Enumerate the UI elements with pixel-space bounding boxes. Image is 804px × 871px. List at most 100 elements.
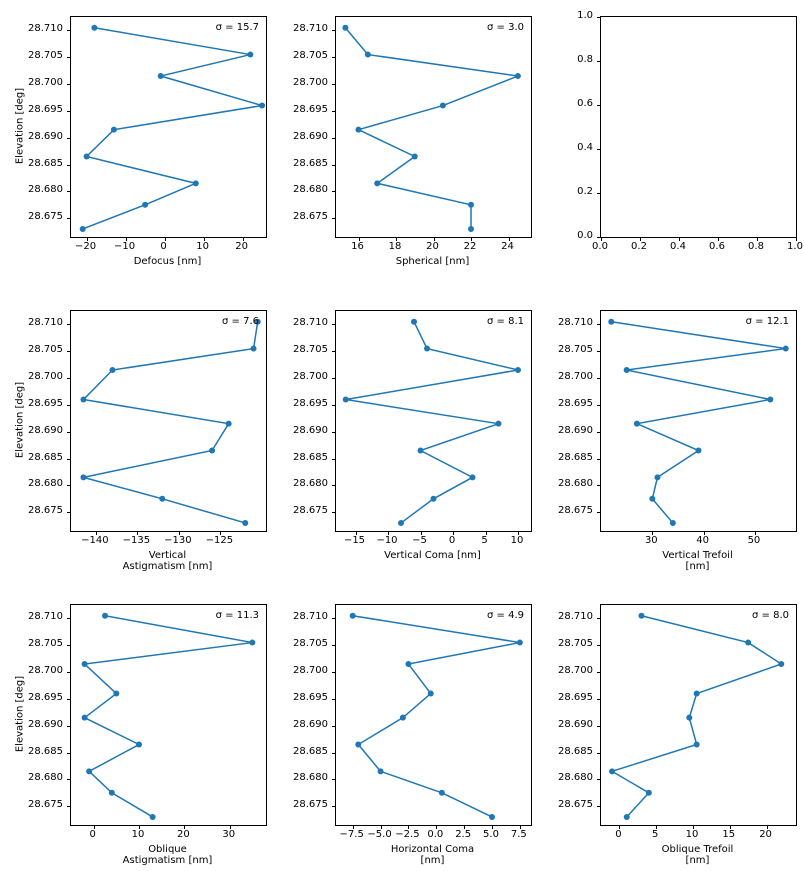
data-point	[102, 613, 108, 619]
data-point	[468, 226, 474, 232]
x-tick-label: −15	[344, 536, 365, 546]
y-tick-label: 28.680	[558, 773, 593, 783]
data-point	[136, 742, 142, 748]
y-tick-label: 28.710	[28, 318, 63, 328]
y-tick-label: 28.695	[558, 693, 593, 703]
y-tick-label: 28.675	[28, 506, 63, 516]
plot-area	[70, 310, 267, 532]
sigma-label: σ = 4.9	[487, 610, 524, 621]
y-tick-label: 28.705	[28, 51, 63, 61]
data-point	[646, 790, 652, 796]
data-point	[515, 73, 521, 79]
y-tick-label: 28.690	[558, 720, 593, 730]
y-tick-label: 28.700	[28, 372, 63, 382]
data-point	[634, 421, 640, 427]
x-tick-label: 10	[511, 536, 524, 546]
y-tick-label: 0.2	[577, 187, 593, 197]
x-tick-label: 10	[686, 830, 699, 840]
y-tick-label: 28.675	[293, 800, 328, 810]
data-series	[336, 311, 531, 531]
data-point	[113, 691, 119, 697]
y-tick-label: 28.695	[293, 693, 328, 703]
x-tick-label: 10	[132, 830, 145, 840]
data-point	[342, 25, 348, 31]
data-point	[745, 640, 751, 646]
y-tick-label: 28.685	[28, 747, 63, 757]
plot-area	[600, 16, 797, 238]
y-tick-label: 28.705	[28, 345, 63, 355]
x-axis-label: Defocus [nm]	[134, 256, 202, 267]
x-tick-label: −10	[114, 242, 135, 252]
x-tick-label: 0	[449, 536, 455, 546]
data-point	[82, 715, 88, 721]
data-point	[209, 448, 215, 454]
x-tick-label: 0.2	[631, 242, 647, 252]
data-point	[468, 202, 474, 208]
y-tick-label: 28.690	[293, 720, 328, 730]
y-tick-label: 28.685	[293, 453, 328, 463]
data-point	[778, 661, 784, 667]
data-point	[378, 768, 384, 774]
data-point	[624, 367, 630, 373]
data-point	[111, 127, 117, 133]
x-tick-label: 0.4	[670, 242, 686, 252]
data-point	[405, 661, 411, 667]
data-point	[80, 397, 86, 403]
panel-8: 28.67528.68028.68528.69028.69528.70028.7…	[600, 604, 795, 824]
panel-7: 28.67528.68028.68528.69028.69528.70028.7…	[335, 604, 530, 824]
y-axis-label: Elevation [deg]	[15, 676, 26, 752]
sigma-label: σ = 15.7	[216, 22, 259, 33]
plot-area	[335, 16, 532, 238]
panel-4: 28.67528.68028.68528.69028.69528.70028.7…	[335, 310, 530, 530]
y-tick-label: 28.680	[28, 185, 63, 195]
y-tick-label: 28.695	[28, 693, 63, 703]
x-axis-label: Oblique Astigmatism [nm]	[119, 844, 217, 866]
x-tick-label: 15	[722, 830, 735, 840]
data-point	[400, 715, 406, 721]
y-tick-label: 28.675	[28, 800, 63, 810]
series-line	[612, 616, 781, 817]
data-point	[355, 742, 361, 748]
x-tick-label: 0.8	[748, 242, 764, 252]
x-tick-label: −2.5	[395, 830, 419, 840]
y-tick-label: 28.690	[28, 426, 63, 436]
data-series	[336, 17, 531, 237]
plot-area	[335, 310, 532, 532]
y-axis-label: Elevation [deg]	[15, 382, 26, 458]
x-axis-label: Oblique Trefoil [nm]	[649, 844, 747, 866]
y-tick-label: 28.705	[28, 639, 63, 649]
series-line	[345, 28, 518, 229]
y-tick-label: 28.685	[558, 453, 593, 463]
y-tick-label: 28.710	[558, 318, 593, 328]
y-tick-label: 28.695	[28, 399, 63, 409]
x-tick-label: −5.0	[367, 830, 391, 840]
x-tick-label: 0	[615, 830, 621, 840]
y-tick-label: 28.700	[28, 78, 63, 88]
y-tick-label: 28.685	[28, 159, 63, 169]
data-point	[82, 661, 88, 667]
sigma-label: σ = 7.6	[222, 316, 259, 327]
data-point	[109, 367, 115, 373]
panel-1: 28.67528.68028.68528.69028.69528.70028.7…	[335, 16, 530, 236]
data-point	[496, 421, 502, 427]
data-point	[609, 768, 615, 774]
data-series	[601, 605, 796, 825]
x-tick-label: 0	[89, 830, 95, 840]
data-point	[440, 103, 446, 109]
x-tick-label: 10	[196, 242, 209, 252]
y-tick-label: 28.700	[293, 78, 328, 88]
x-tick-label: 40	[696, 536, 709, 546]
x-tick-label: 30	[645, 536, 658, 546]
y-tick-label: 28.700	[558, 372, 593, 382]
y-tick-label: 28.695	[28, 105, 63, 115]
y-tick-label: 28.675	[293, 212, 328, 222]
data-point	[624, 814, 630, 820]
y-tick-label: 28.710	[28, 612, 63, 622]
x-tick-label: 7.5	[511, 830, 527, 840]
y-tick-label: 28.705	[558, 639, 593, 649]
y-tick-label: 28.690	[28, 720, 63, 730]
y-tick-label: 28.680	[293, 773, 328, 783]
y-tick-label: 28.690	[293, 426, 328, 436]
sigma-label: σ = 3.0	[487, 22, 524, 33]
y-tickmark	[597, 149, 601, 150]
